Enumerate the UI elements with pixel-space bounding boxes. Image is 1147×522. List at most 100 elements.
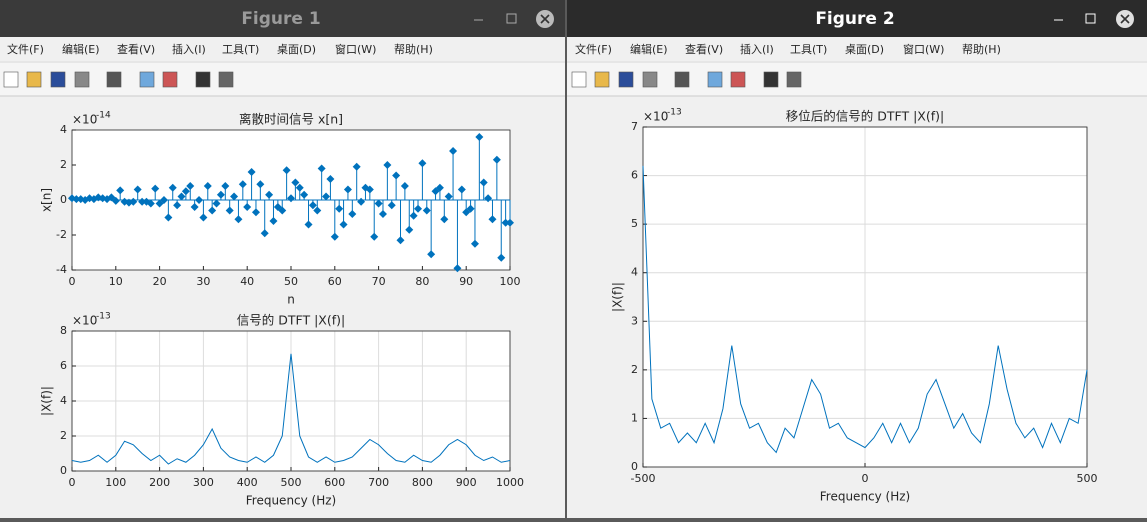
menu-item[interactable]: 工具(T) <box>222 43 259 56</box>
stem-marker <box>348 210 357 218</box>
tool-button[interactable] <box>618 71 634 88</box>
tool-button[interactable] <box>571 71 587 88</box>
stem-marker <box>278 206 287 215</box>
menu-item[interactable]: 文件(F) <box>575 42 612 56</box>
stem-marker <box>282 166 291 175</box>
y-tick-label: 1 <box>631 411 638 424</box>
stem-marker <box>247 168 256 176</box>
menu-item[interactable]: 查看(V) <box>117 42 155 56</box>
toolbar <box>567 63 1147 96</box>
close-icon <box>1120 14 1130 24</box>
x-tick-label: 60 <box>328 275 342 288</box>
tool-button[interactable] <box>50 71 66 88</box>
tool-button[interactable] <box>195 71 211 88</box>
stem-marker <box>164 213 173 222</box>
tool-button[interactable] <box>3 71 19 88</box>
menu-item[interactable]: 编辑(E) <box>62 42 100 56</box>
y-tick-label: -2 <box>56 228 67 241</box>
stem-marker <box>251 208 260 217</box>
menu-item[interactable]: 窗口(W) <box>335 42 376 56</box>
menu-item[interactable]: 插入(I) <box>172 42 206 56</box>
x-tick-label: 200 <box>149 476 170 489</box>
stem-marker <box>195 196 204 204</box>
x-tick-label: 100 <box>105 476 126 489</box>
y-axis-label: |X(f)| <box>40 386 54 416</box>
x-tick-label: 0 <box>862 472 869 485</box>
y-multiplier: ×10 <box>72 314 97 328</box>
tool-button[interactable] <box>786 71 802 88</box>
x-tick-label: 700 <box>368 476 389 489</box>
maximize[interactable] <box>506 13 517 24</box>
stem-marker <box>111 196 120 205</box>
stem-marker <box>383 161 392 169</box>
stem-marker <box>506 218 514 227</box>
stem-marker <box>365 185 374 194</box>
stem-marker <box>488 215 497 224</box>
stem-marker <box>212 199 221 208</box>
menu-item[interactable]: 编辑(E) <box>630 42 668 56</box>
tool-button[interactable] <box>26 71 42 88</box>
menu-item[interactable]: 插入(I) <box>740 42 774 56</box>
tool-button[interactable] <box>642 71 658 88</box>
stem-marker <box>208 206 217 215</box>
menu-item[interactable]: 桌面(D) <box>845 43 884 56</box>
stem-marker <box>269 217 278 225</box>
stem-marker <box>177 192 186 201</box>
stem-marker <box>304 220 313 229</box>
menu-item[interactable]: 帮助(H) <box>394 42 433 56</box>
stem-marker <box>370 232 379 241</box>
window-controls <box>474 10 1134 28</box>
tool-button[interactable] <box>674 71 690 88</box>
menu-item[interactable]: 文件(F) <box>7 42 44 56</box>
x-tick-label: 0 <box>69 476 76 489</box>
y-tick-label: 0 <box>60 464 67 477</box>
window-title: Figure 1 <box>241 9 320 29</box>
tool-button[interactable] <box>730 71 746 88</box>
tool-button[interactable] <box>139 71 155 88</box>
tool-button[interactable] <box>162 71 178 88</box>
x-tick-label: 300 <box>193 476 214 489</box>
stem-marker <box>186 182 195 190</box>
tool-button[interactable] <box>594 71 610 88</box>
stem-marker <box>339 220 348 229</box>
stem-marker <box>291 178 300 187</box>
chart-title: 移位后的信号的 DTFT |X(f)| <box>786 109 944 124</box>
stem-marker <box>265 190 274 199</box>
x-tick-label: 20 <box>153 275 167 288</box>
x-tick-label: 600 <box>324 476 345 489</box>
menu-item[interactable]: 查看(V) <box>685 42 723 56</box>
x-tick-label: 10 <box>109 275 123 288</box>
x-tick-label: 0 <box>69 275 76 288</box>
tool-button[interactable] <box>106 71 122 88</box>
stem-marker <box>357 197 366 206</box>
axes-box <box>71 330 511 472</box>
menu-item[interactable]: 工具(T) <box>790 43 827 56</box>
x-tick-label: 900 <box>456 476 477 489</box>
stem-marker <box>225 206 234 215</box>
stem-marker <box>173 201 182 210</box>
tool-button[interactable] <box>707 71 723 88</box>
stem-marker <box>116 186 125 195</box>
x-tick-label: 1000 <box>496 476 524 489</box>
tool-button[interactable] <box>218 71 234 88</box>
close-icon <box>540 14 550 24</box>
y-tick-label: 6 <box>631 169 638 182</box>
x-axis-label: Frequency (Hz) <box>246 494 337 508</box>
stem-marker <box>216 190 225 199</box>
x-tick-label: 70 <box>372 275 386 288</box>
stem-marker <box>326 175 335 183</box>
chart-title: 离散时间信号 x[n] <box>239 112 343 127</box>
tool-button[interactable] <box>763 71 779 88</box>
menu-item[interactable]: 桌面(D) <box>277 43 316 56</box>
stem-marker <box>466 204 475 213</box>
stem-marker <box>146 199 155 208</box>
y-tick-label: 5 <box>631 217 638 230</box>
tool-button[interactable] <box>74 71 90 88</box>
stem-marker <box>414 204 423 213</box>
menu-item[interactable]: 帮助(H) <box>962 42 1001 56</box>
menu-item[interactable]: 窗口(W) <box>903 42 944 56</box>
maximize[interactable] <box>1085 13 1096 24</box>
y-exponent: -13 <box>96 312 111 322</box>
stem-marker <box>260 229 269 238</box>
stem-marker <box>72 195 81 204</box>
